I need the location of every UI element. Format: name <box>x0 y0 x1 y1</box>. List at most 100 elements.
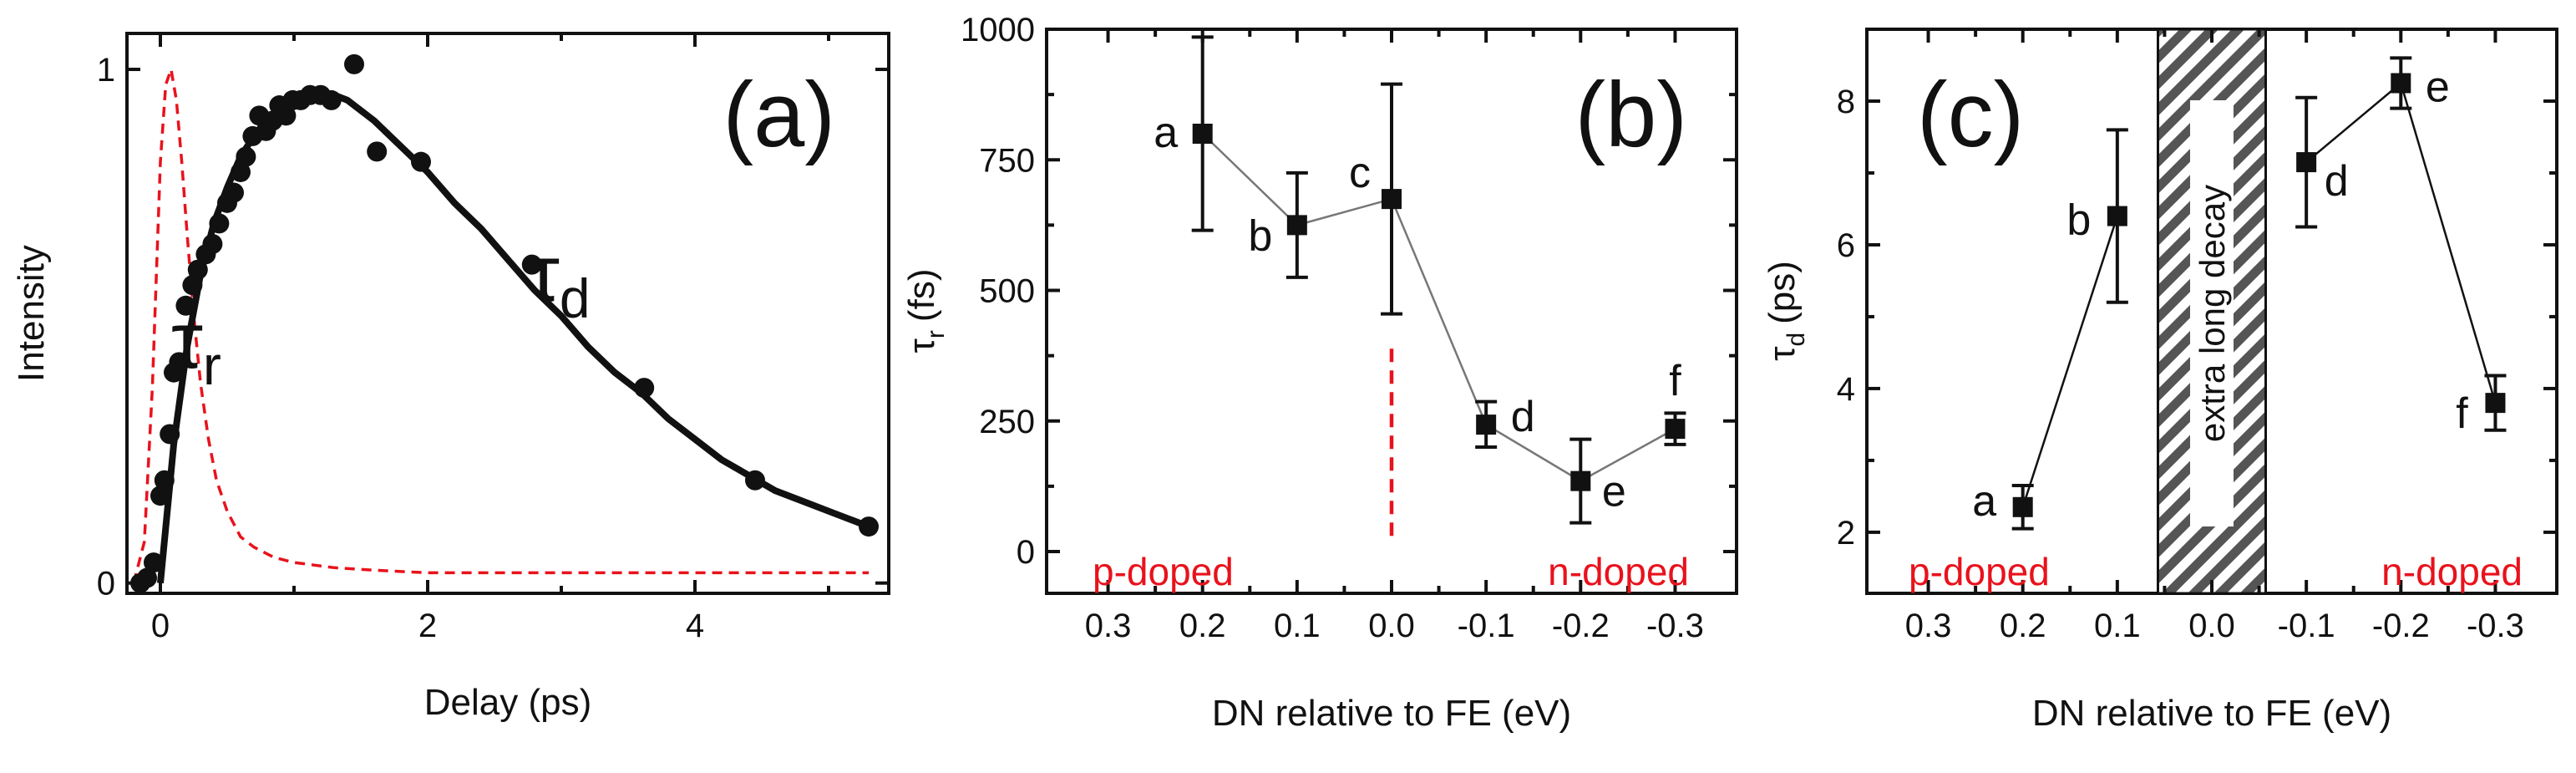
data-point <box>187 259 208 280</box>
tau-r-sub: r <box>203 334 221 396</box>
x-tick-label: 0.2 <box>2000 608 2046 644</box>
tau-r-symbol: τ <box>171 296 203 385</box>
panel-c-ylabel-sub: d <box>1782 333 1810 347</box>
panel-c-series: a b d e f <box>1972 56 2507 531</box>
data-point <box>521 254 542 275</box>
data-point <box>859 516 879 537</box>
x-tick-label: -0.3 <box>1646 608 1704 644</box>
fit-curve-line <box>157 91 870 584</box>
panel-a-label: (a) <box>723 64 835 166</box>
y-tick-label: 8 <box>1837 84 1855 120</box>
connector-line <box>1485 424 1581 482</box>
panel-c-region-left: p-doped <box>1909 550 2050 593</box>
data-point <box>144 552 164 573</box>
point-label: b <box>2066 196 2091 245</box>
panel-c-hatched-band: extra long decay <box>2157 28 2267 595</box>
data-point <box>411 151 431 172</box>
data-point <box>175 295 196 316</box>
y-tick-label: 1000 <box>961 12 1035 48</box>
data-marker <box>2391 73 2411 94</box>
data-marker <box>2107 206 2127 226</box>
panel-b-region-left: p-doped <box>1093 550 1234 593</box>
panel-b-ylabel-symbol: τ <box>901 338 942 353</box>
panel-a-fit-curve <box>157 91 870 584</box>
panel-a-xlabel: Delay (ps) <box>424 682 592 723</box>
x-tick-label: 0.0 <box>2188 608 2235 644</box>
data-point <box>367 141 388 162</box>
panel-a-ylabel: Intensity <box>11 245 52 382</box>
panel-a-points <box>130 53 879 593</box>
panel-b-ylabel-text: τr (fs) <box>901 269 950 353</box>
y-tick-label: 250 <box>979 404 1035 440</box>
panel-c-xlabel: DN relative to FE (eV) <box>2032 693 2391 734</box>
connector-line <box>2305 82 2402 164</box>
panel-c-ylabel-text: τd (ps) <box>1762 261 1810 361</box>
x-tick-label: -0.1 <box>1458 608 1515 644</box>
y-tick-label: 500 <box>979 273 1035 310</box>
point-label: d <box>2325 157 2349 206</box>
point-label: f <box>1669 357 1681 405</box>
point-label: b <box>1248 211 1272 260</box>
data-point <box>154 470 175 491</box>
data-marker <box>2012 496 2033 517</box>
data-point <box>137 567 157 588</box>
connector-line <box>1390 198 1488 425</box>
x-tick-label: 0.0 <box>1368 608 1415 644</box>
point-label: f <box>2456 389 2468 438</box>
connector-line <box>1580 428 1676 482</box>
data-point <box>224 182 244 203</box>
tau-d-sub: d <box>560 267 591 329</box>
y-tick-label: 0 <box>1017 534 1035 571</box>
band-label-backdrop <box>2190 100 2234 526</box>
data-point <box>321 89 342 110</box>
x-tick-label: 0 <box>151 608 170 644</box>
panel-a-ticks: 0 2 4 0 1 <box>97 33 889 644</box>
x-tick-label: 0.1 <box>2094 608 2141 644</box>
x-tick-label: 0.2 <box>1179 608 1226 644</box>
panel-c-region-right: n-doped <box>2381 550 2523 593</box>
panel-b-ylabel-sub: r <box>922 330 950 338</box>
data-point <box>150 486 170 506</box>
panel-b-label: (b) <box>1575 64 1687 166</box>
panel-c: extra long decay 0.3 0.2 0.1 0.0 -0.1 -0.2 -0.… <box>1762 28 2558 734</box>
panel-c-ylabel: τd (ps) <box>1762 261 1810 361</box>
panel-c-ylabel-symbol: τ <box>1762 346 1803 361</box>
y-tick-label: 6 <box>1837 227 1855 264</box>
data-marker <box>1570 470 1591 491</box>
point-label: d <box>1511 393 1535 441</box>
data-point <box>236 146 256 167</box>
y-tick-label: 750 <box>979 142 1035 179</box>
tau-r-label: τr <box>171 296 221 396</box>
data-marker <box>1192 124 1213 144</box>
point-label: a <box>1972 477 1996 526</box>
data-point <box>231 161 251 182</box>
data-marker <box>1382 189 1402 210</box>
data-point <box>634 378 655 399</box>
panel-a: 0 2 401 (a) τr τd Delay (ps) Intensity <box>11 32 890 723</box>
connector-line <box>1296 197 1392 226</box>
panel-b-series: a b c d e f <box>1154 35 1686 525</box>
panel-b-ticks: 0.3 0.2 0.1 0.0 -0.1 -0.2 -0.3 0 250 500 750 1000 <box>961 12 1737 644</box>
data-point <box>202 234 223 255</box>
data-point <box>745 470 765 491</box>
point-label: c <box>1349 149 1371 197</box>
data-point <box>182 275 203 296</box>
panel-c-ticks: 0.3 0.2 0.1 0.0 -0.1 -0.2 -0.3 2 4 6 8 <box>1837 29 2557 644</box>
data-point <box>209 213 230 234</box>
band-label: extra long decay <box>2193 185 2232 442</box>
data-marker <box>1286 215 1307 236</box>
point-label: a <box>1154 109 1178 157</box>
point-label: e <box>1602 468 1626 516</box>
data-marker <box>2296 152 2317 173</box>
x-tick-label: -0.3 <box>2467 608 2524 644</box>
panel-b-region-right: n-doped <box>1548 550 1689 593</box>
x-tick-label: -0.1 <box>2278 608 2335 644</box>
connector-line <box>1201 133 1298 226</box>
panel-b-ylabel-unit: (fs) <box>901 269 942 323</box>
x-tick-label: 0.3 <box>1905 608 1952 644</box>
y-tick-label: 1 <box>97 52 115 89</box>
panel-c-label: (c) <box>1917 64 2024 166</box>
data-marker <box>2485 393 2506 414</box>
